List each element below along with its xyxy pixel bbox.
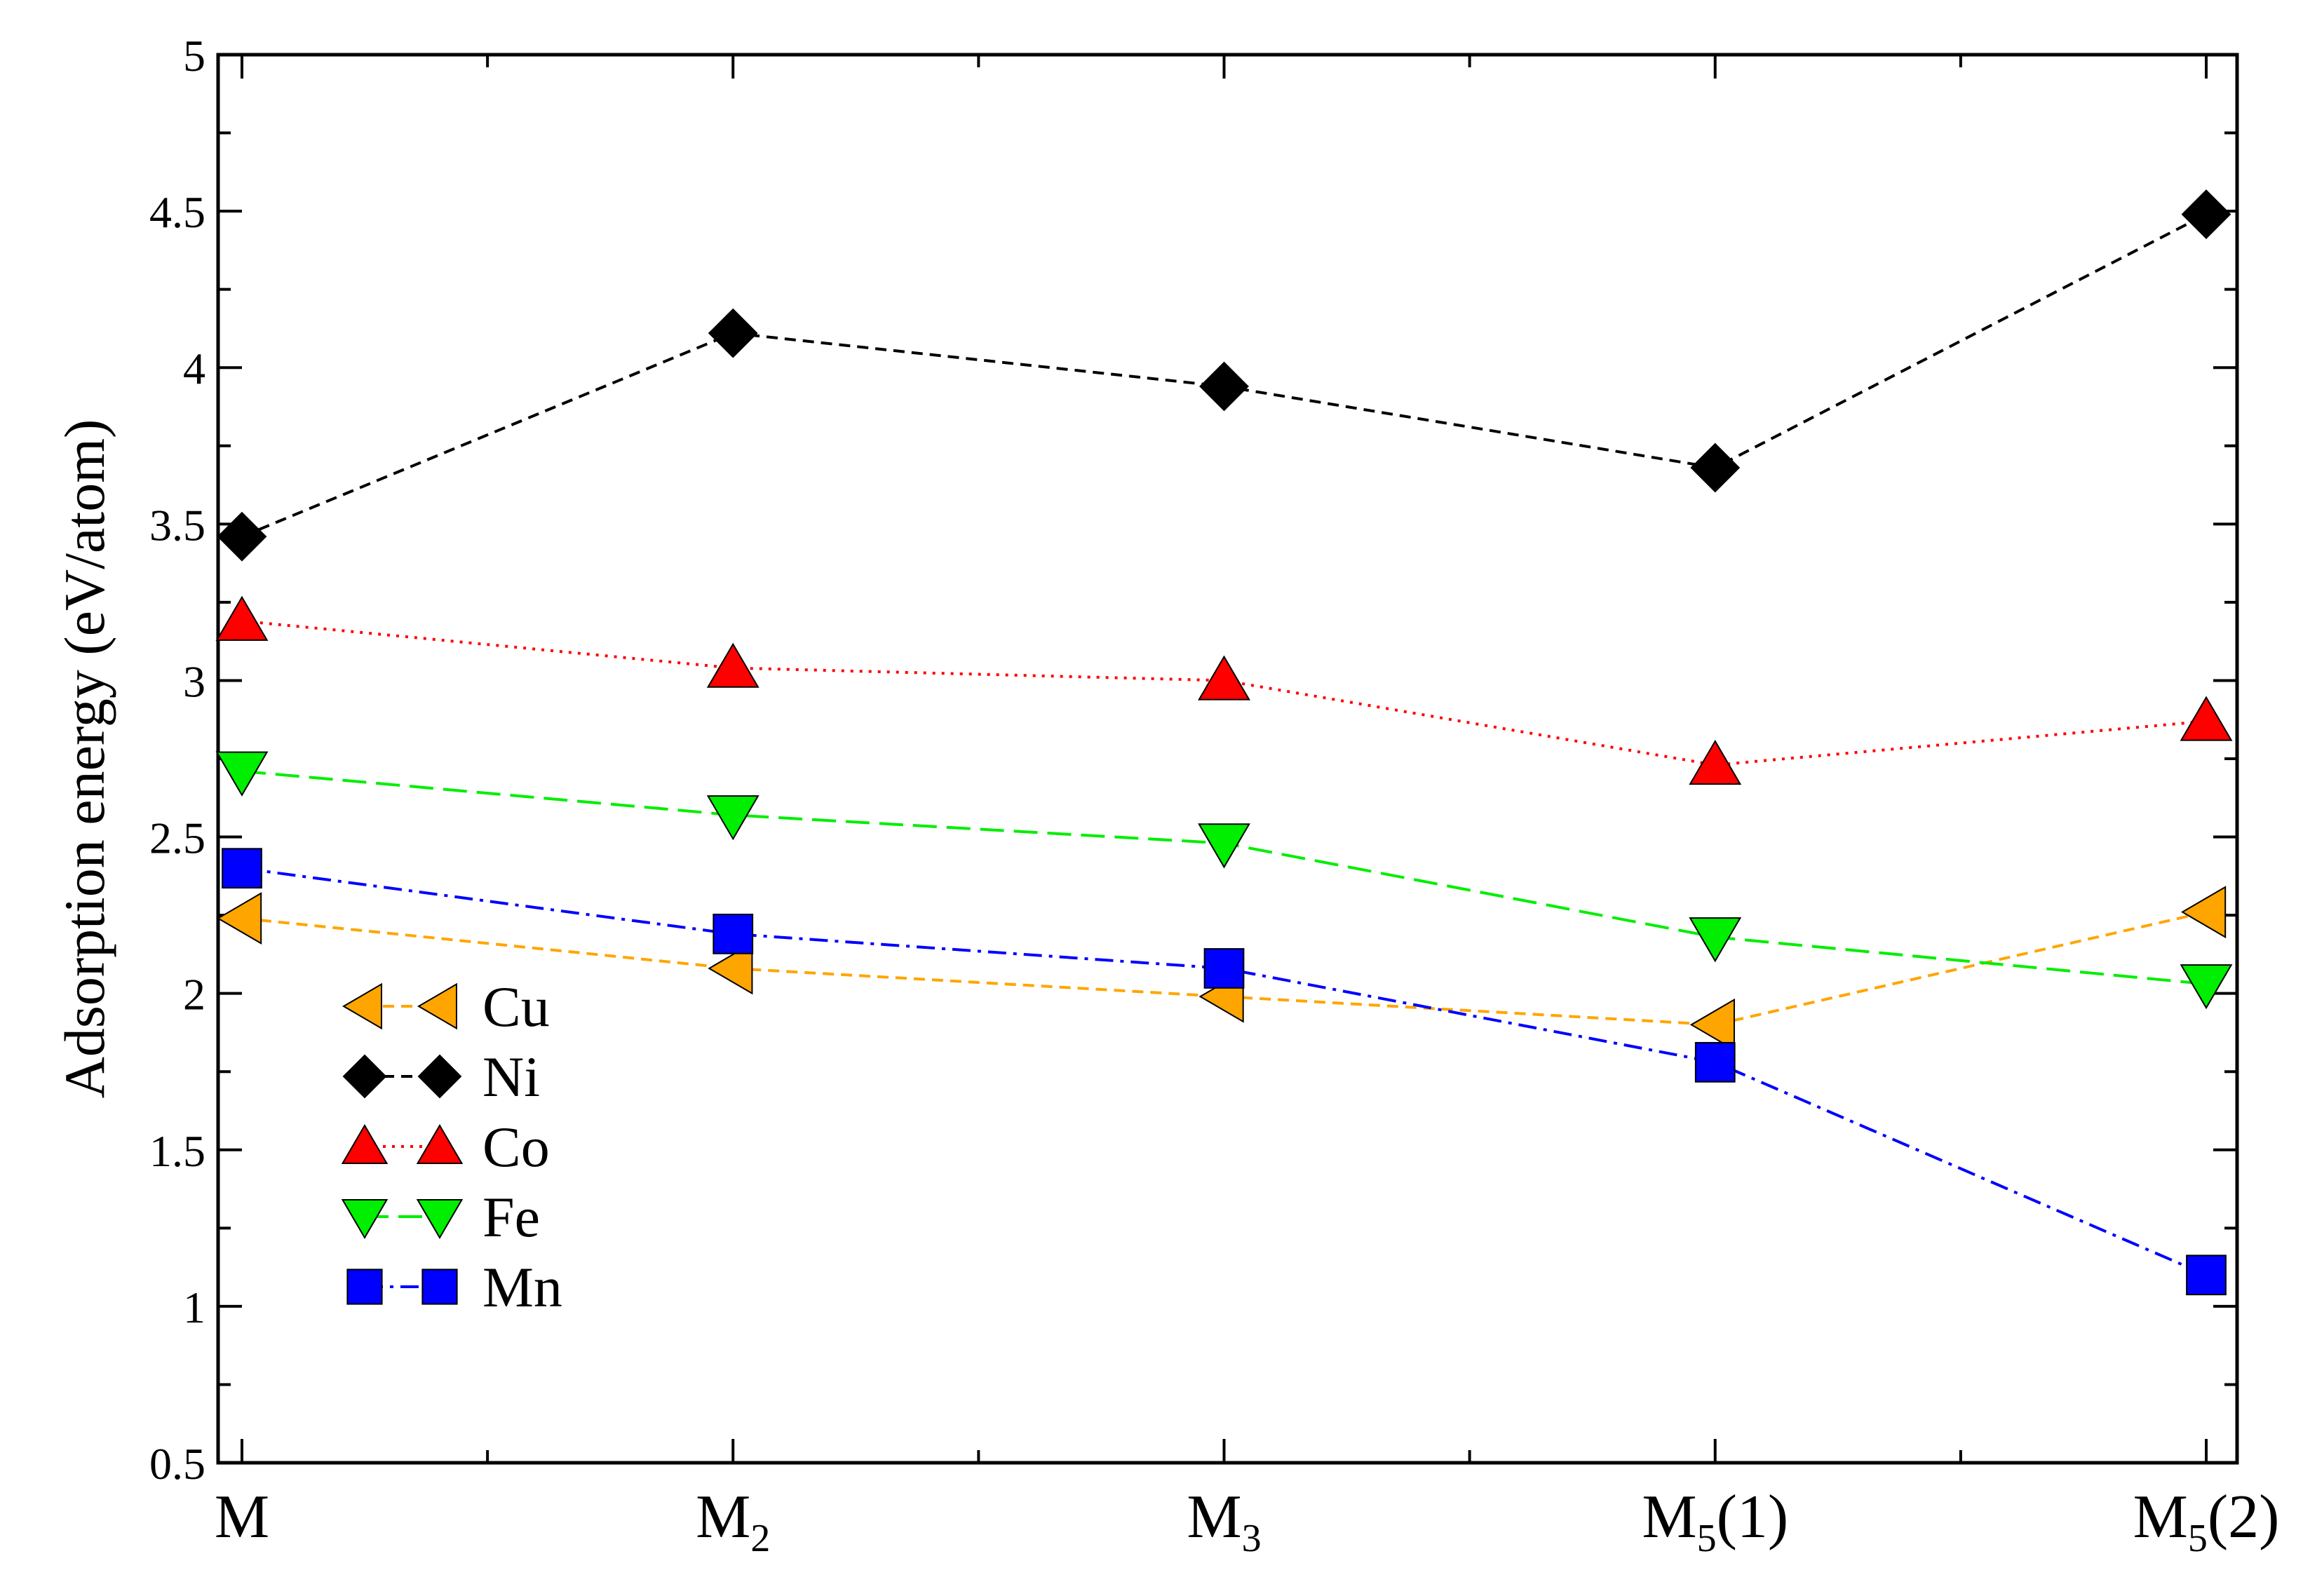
data-point-ni [1690, 442, 1741, 493]
legend-marker-ni [417, 1054, 462, 1099]
data-point-fe [1198, 823, 1250, 869]
legend-marker-cu [342, 982, 382, 1030]
series-line-co [241, 619, 2207, 766]
data-point-co [1198, 655, 1250, 701]
x-tick-label: M2 [696, 1483, 770, 1560]
data-point-mn [1203, 948, 1245, 989]
data-point-ni [2181, 189, 2231, 239]
series-line-mn [241, 867, 2207, 1277]
legend-label-mn: Mn [482, 1255, 562, 1319]
legend-marker-co [341, 1124, 389, 1164]
legend-marker-mn [346, 1269, 383, 1305]
data-point-co [215, 595, 269, 641]
legend-marker-co [416, 1124, 464, 1164]
x-tick-label: M3 [1187, 1483, 1261, 1560]
data-point-mn [222, 848, 262, 889]
series-markers [215, 189, 2233, 1296]
legend-marker-fe [416, 1199, 464, 1239]
legend-marker-ni [342, 1054, 387, 1099]
axis-ticks [218, 53, 2237, 1464]
legend-marker-mn [421, 1269, 458, 1305]
y-tick-label: 2 [183, 970, 205, 1020]
x-tick-label: M [215, 1483, 269, 1551]
y-tick-label: 4.5 [149, 187, 205, 237]
data-point-cu [1689, 998, 1735, 1051]
data-point-ni [217, 511, 267, 562]
axis-labels: 0.5 1 1.5 2 2.5 3 3.5 4 4.5 5 M M2 M3 M5(1) M5(2) [149, 31, 2279, 1560]
data-point-fe [2180, 964, 2233, 1010]
y-tick-label: 3.5 [149, 500, 205, 550]
y-tick-label: 1 [183, 1283, 205, 1332]
y-axis-label: Adsorption energy (eV/atom) [53, 419, 116, 1099]
data-point-mn [712, 914, 754, 954]
data-point-ni [1199, 361, 1249, 412]
data-point-co [1689, 739, 1742, 785]
y-tick-label: 2.5 [149, 813, 205, 863]
data-point-ni [708, 308, 758, 358]
y-tick-label: 4 [183, 344, 205, 393]
legend-label-ni: Ni [482, 1045, 540, 1109]
data-point-co [706, 642, 759, 688]
legend-label-fe: Fe [482, 1185, 540, 1249]
data-point-fe [1689, 917, 1742, 963]
y-tick-label: 1.5 [149, 1126, 205, 1176]
data-point-cu [2181, 886, 2227, 939]
x-tick-label: M5(2) [2133, 1483, 2280, 1560]
x-tick-label: M5(1) [1642, 1483, 1788, 1560]
legend-marker-cu [417, 982, 457, 1030]
y-tick-label: 0.5 [149, 1439, 205, 1489]
y-tick-label: 5 [183, 31, 205, 81]
plot-frame [216, 53, 2239, 1465]
legend-label-cu: Cu [482, 975, 550, 1039]
data-point-mn [2186, 1255, 2227, 1296]
legend-label-co: Co [482, 1115, 550, 1179]
data-point-co [2180, 696, 2233, 741]
data-point-cu [217, 892, 262, 945]
legend-marker-fe [341, 1199, 389, 1239]
data-point-fe [215, 751, 269, 797]
y-tick-label: 3 [183, 656, 205, 706]
data-point-mn [1694, 1041, 1736, 1083]
data-point-fe [706, 795, 759, 841]
data-point-cu [708, 942, 753, 995]
